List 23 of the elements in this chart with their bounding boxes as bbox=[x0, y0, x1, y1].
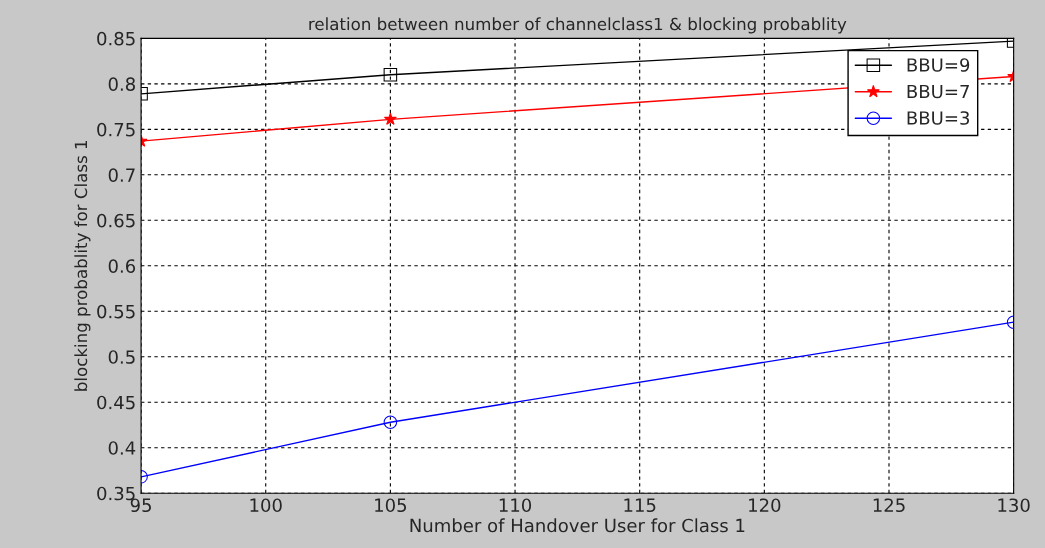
y-tick-label: 0.85 bbox=[97, 31, 135, 46]
x-tick-label: 130 bbox=[998, 498, 1030, 513]
y-tick-label: 0.4 bbox=[108, 441, 136, 455]
x-tick-label: 100 bbox=[250, 498, 282, 513]
chart-title: relation between number of channelclass1 & blocking probablity bbox=[309, 17, 847, 34]
y-tick-label: 0.8 bbox=[108, 77, 135, 91]
legend-label: BBU=9 bbox=[907, 58, 970, 72]
x-axis-title: Number of Handover User for Class 1 bbox=[410, 518, 745, 533]
y-tick-label: 0.55 bbox=[97, 304, 135, 319]
x-tick-label: 110 bbox=[499, 498, 532, 513]
y-tick-label: 0.45 bbox=[97, 395, 135, 410]
legend-label: BBU=3 bbox=[907, 111, 970, 125]
y-tick-label: 0.75 bbox=[97, 122, 135, 137]
x-tick-label: 115 bbox=[624, 498, 656, 513]
y-tick-label: 0.5 bbox=[108, 350, 135, 364]
x-tick-label: 125 bbox=[873, 498, 905, 513]
y-tick-label: 0.7 bbox=[108, 168, 135, 182]
y-tick-label: 0.6 bbox=[108, 259, 136, 273]
x-tick-label: 120 bbox=[749, 498, 781, 513]
x-tick-label: 105 bbox=[375, 498, 407, 513]
y-tick-label: 0.65 bbox=[97, 213, 135, 228]
legend-label: BBU=7 bbox=[907, 84, 969, 99]
y-axis-title: blocking probablity for Class 1 bbox=[74, 140, 91, 391]
